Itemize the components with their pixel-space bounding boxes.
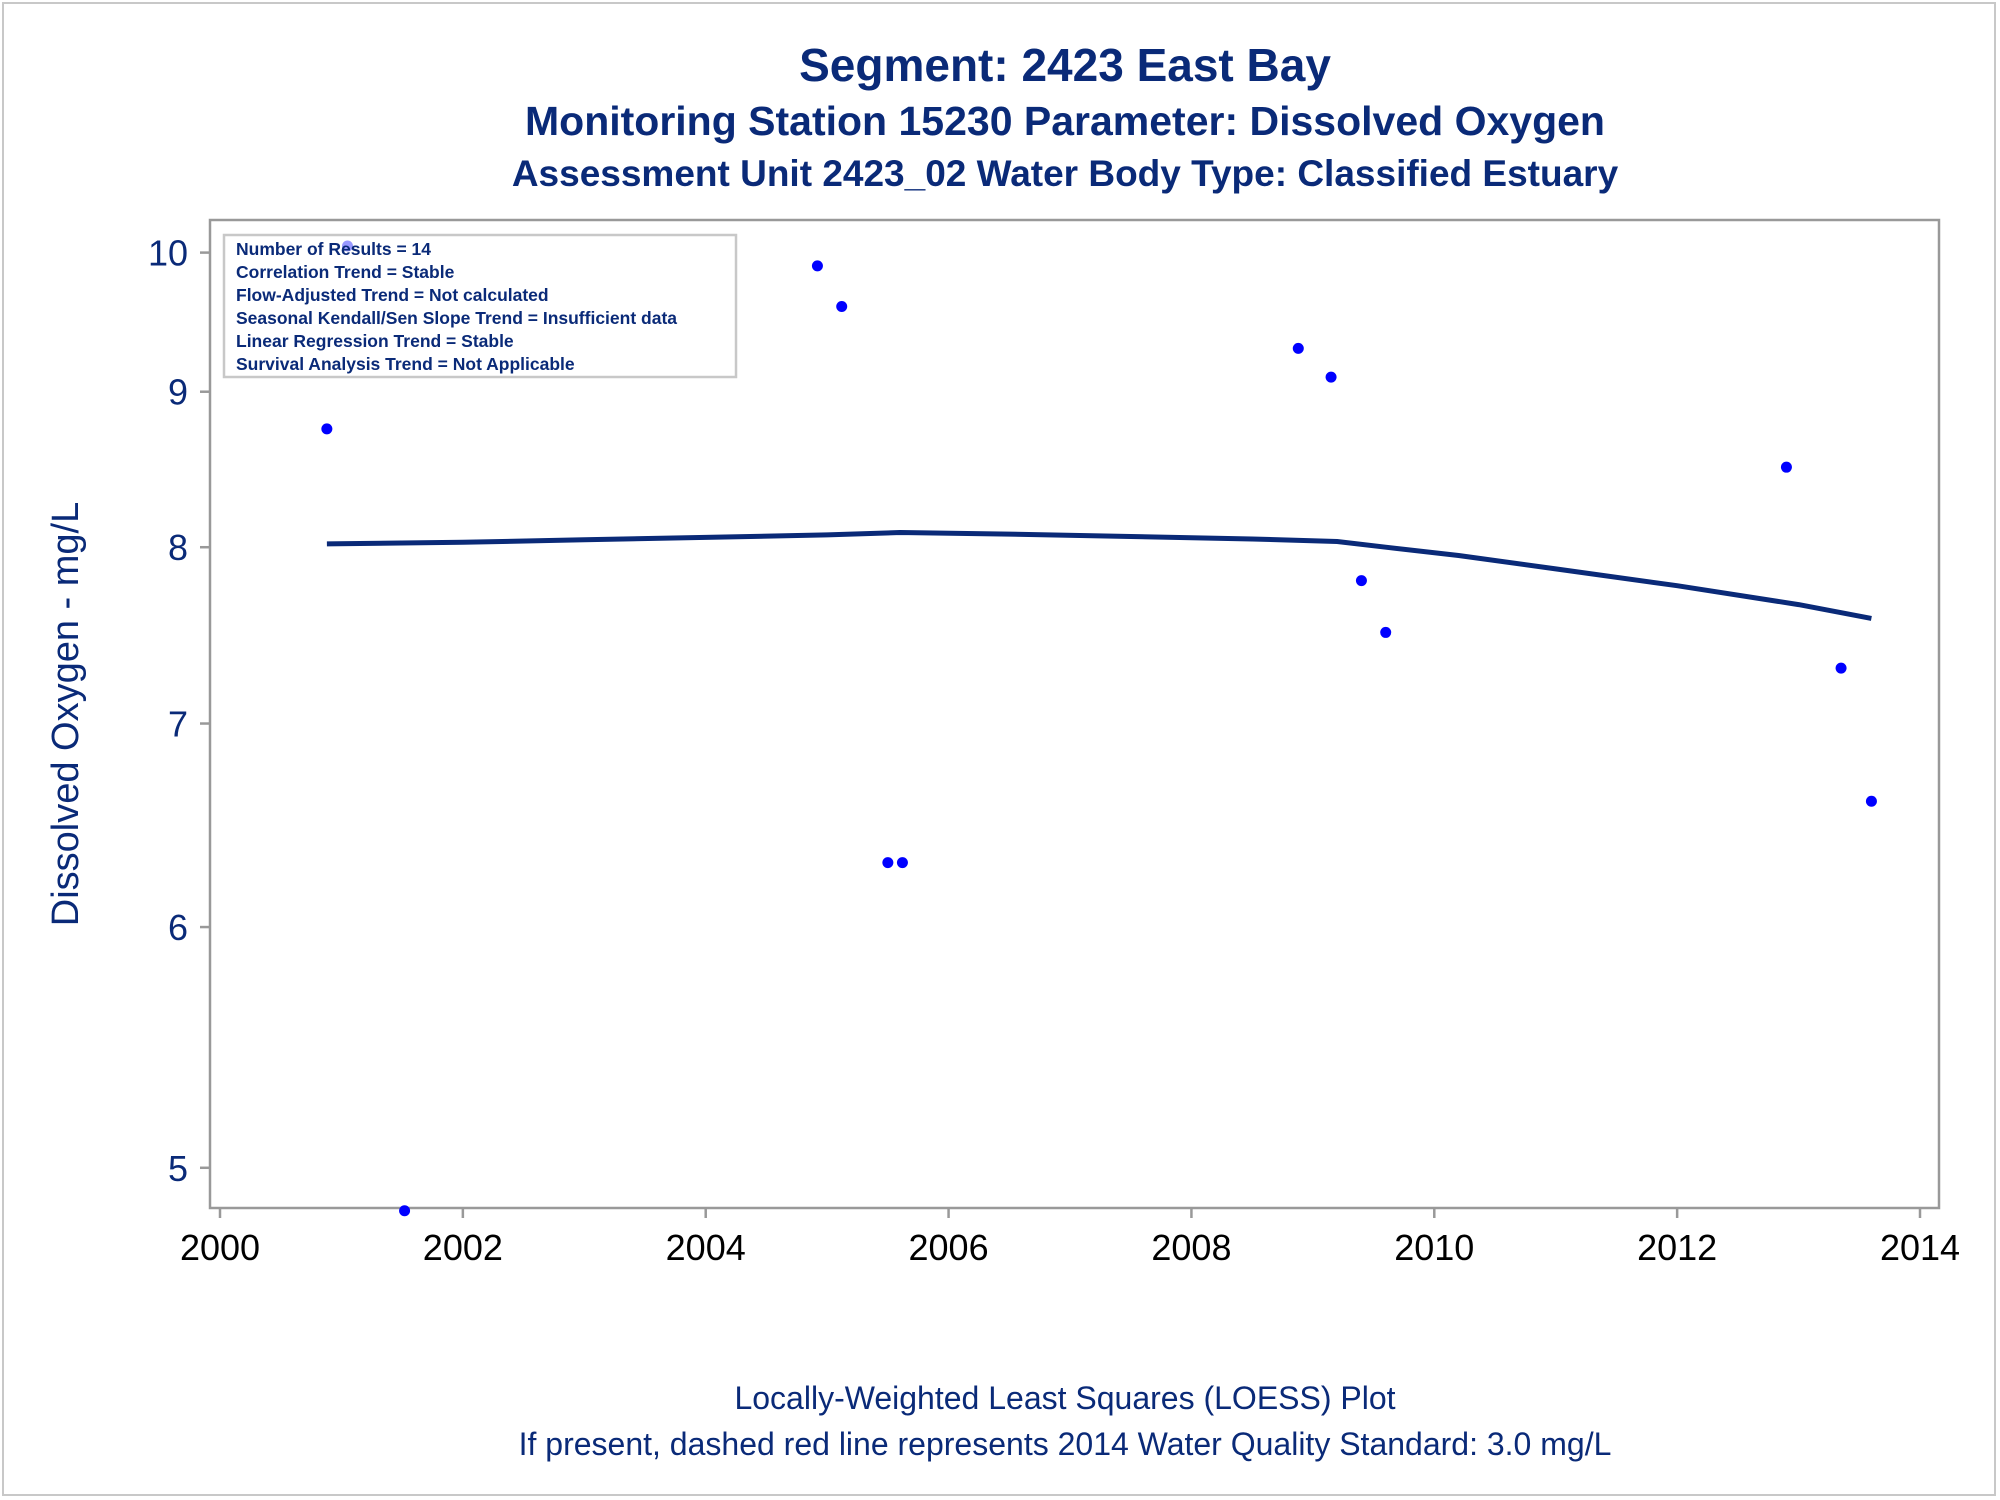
data-point bbox=[1865, 795, 1877, 807]
footnotes: Locally-Weighted Least Squares (LOESS) P… bbox=[0, 1375, 2000, 1467]
info-box-line: Correlation Trend = Stable bbox=[236, 262, 455, 282]
info-box-line: Seasonal Kendall/Sen Slope Trend = Insuf… bbox=[236, 308, 677, 328]
info-box bbox=[222, 233, 738, 379]
footnote-2: If present, dashed red line represents 2… bbox=[518, 1426, 1612, 1462]
data-point bbox=[1835, 662, 1847, 674]
x-tick-label: 2008 bbox=[1151, 1227, 1231, 1268]
x-tick-label: 2002 bbox=[423, 1227, 503, 1268]
x-tick-label: 2000 bbox=[180, 1227, 260, 1268]
footnote-1: Locally-Weighted Least Squares (LOESS) P… bbox=[734, 1380, 1396, 1416]
data-point bbox=[1355, 575, 1367, 587]
data-point bbox=[811, 260, 823, 272]
data-point bbox=[321, 423, 333, 435]
info-box-line: Flow-Adjusted Trend = Not calculated bbox=[236, 285, 549, 305]
y-tick-label: 9 bbox=[168, 372, 188, 413]
data-point bbox=[1780, 461, 1792, 473]
chart-subtitle-1: Monitoring Station 15230 Parameter: Diss… bbox=[525, 98, 1605, 144]
data-point bbox=[399, 1205, 411, 1217]
info-box-line: Linear Regression Trend = Stable bbox=[236, 331, 514, 351]
chart-title: Segment: 2423 East Bay bbox=[799, 39, 1331, 91]
y-axis-label: Dissolved Oxygen - mg/L bbox=[45, 502, 87, 927]
plot-area-frame bbox=[208, 218, 1941, 1210]
x-tick-label: 2014 bbox=[1880, 1227, 1960, 1268]
info-box-line: Survival Analysis Trend = Not Applicable bbox=[236, 354, 575, 374]
data-point bbox=[1325, 371, 1337, 383]
data-point bbox=[896, 857, 908, 869]
data-point bbox=[882, 857, 894, 869]
y-tick-label: 6 bbox=[168, 907, 188, 948]
x-tick-label: 2004 bbox=[666, 1227, 746, 1268]
y-tick-label: 7 bbox=[168, 704, 188, 745]
y-tick-label: 8 bbox=[168, 527, 188, 568]
data-point bbox=[1292, 342, 1304, 354]
y-tick-label: 5 bbox=[168, 1148, 188, 1189]
info-box-line: Number of Results = 14 bbox=[236, 239, 431, 259]
x-tick-label: 2010 bbox=[1394, 1227, 1474, 1268]
loess-line bbox=[326, 530, 1872, 621]
x-tick-label: 2012 bbox=[1637, 1227, 1717, 1268]
y-tick-label: 10 bbox=[148, 233, 188, 274]
data-point bbox=[836, 301, 848, 313]
data-point bbox=[1380, 626, 1392, 638]
title-block: Segment: 2423 East Bay Monitoring Statio… bbox=[0, 36, 2000, 200]
chart-subtitle-2: Assessment Unit 2423_02 Water Body Type:… bbox=[511, 153, 1619, 194]
x-tick-label: 2006 bbox=[909, 1227, 989, 1268]
